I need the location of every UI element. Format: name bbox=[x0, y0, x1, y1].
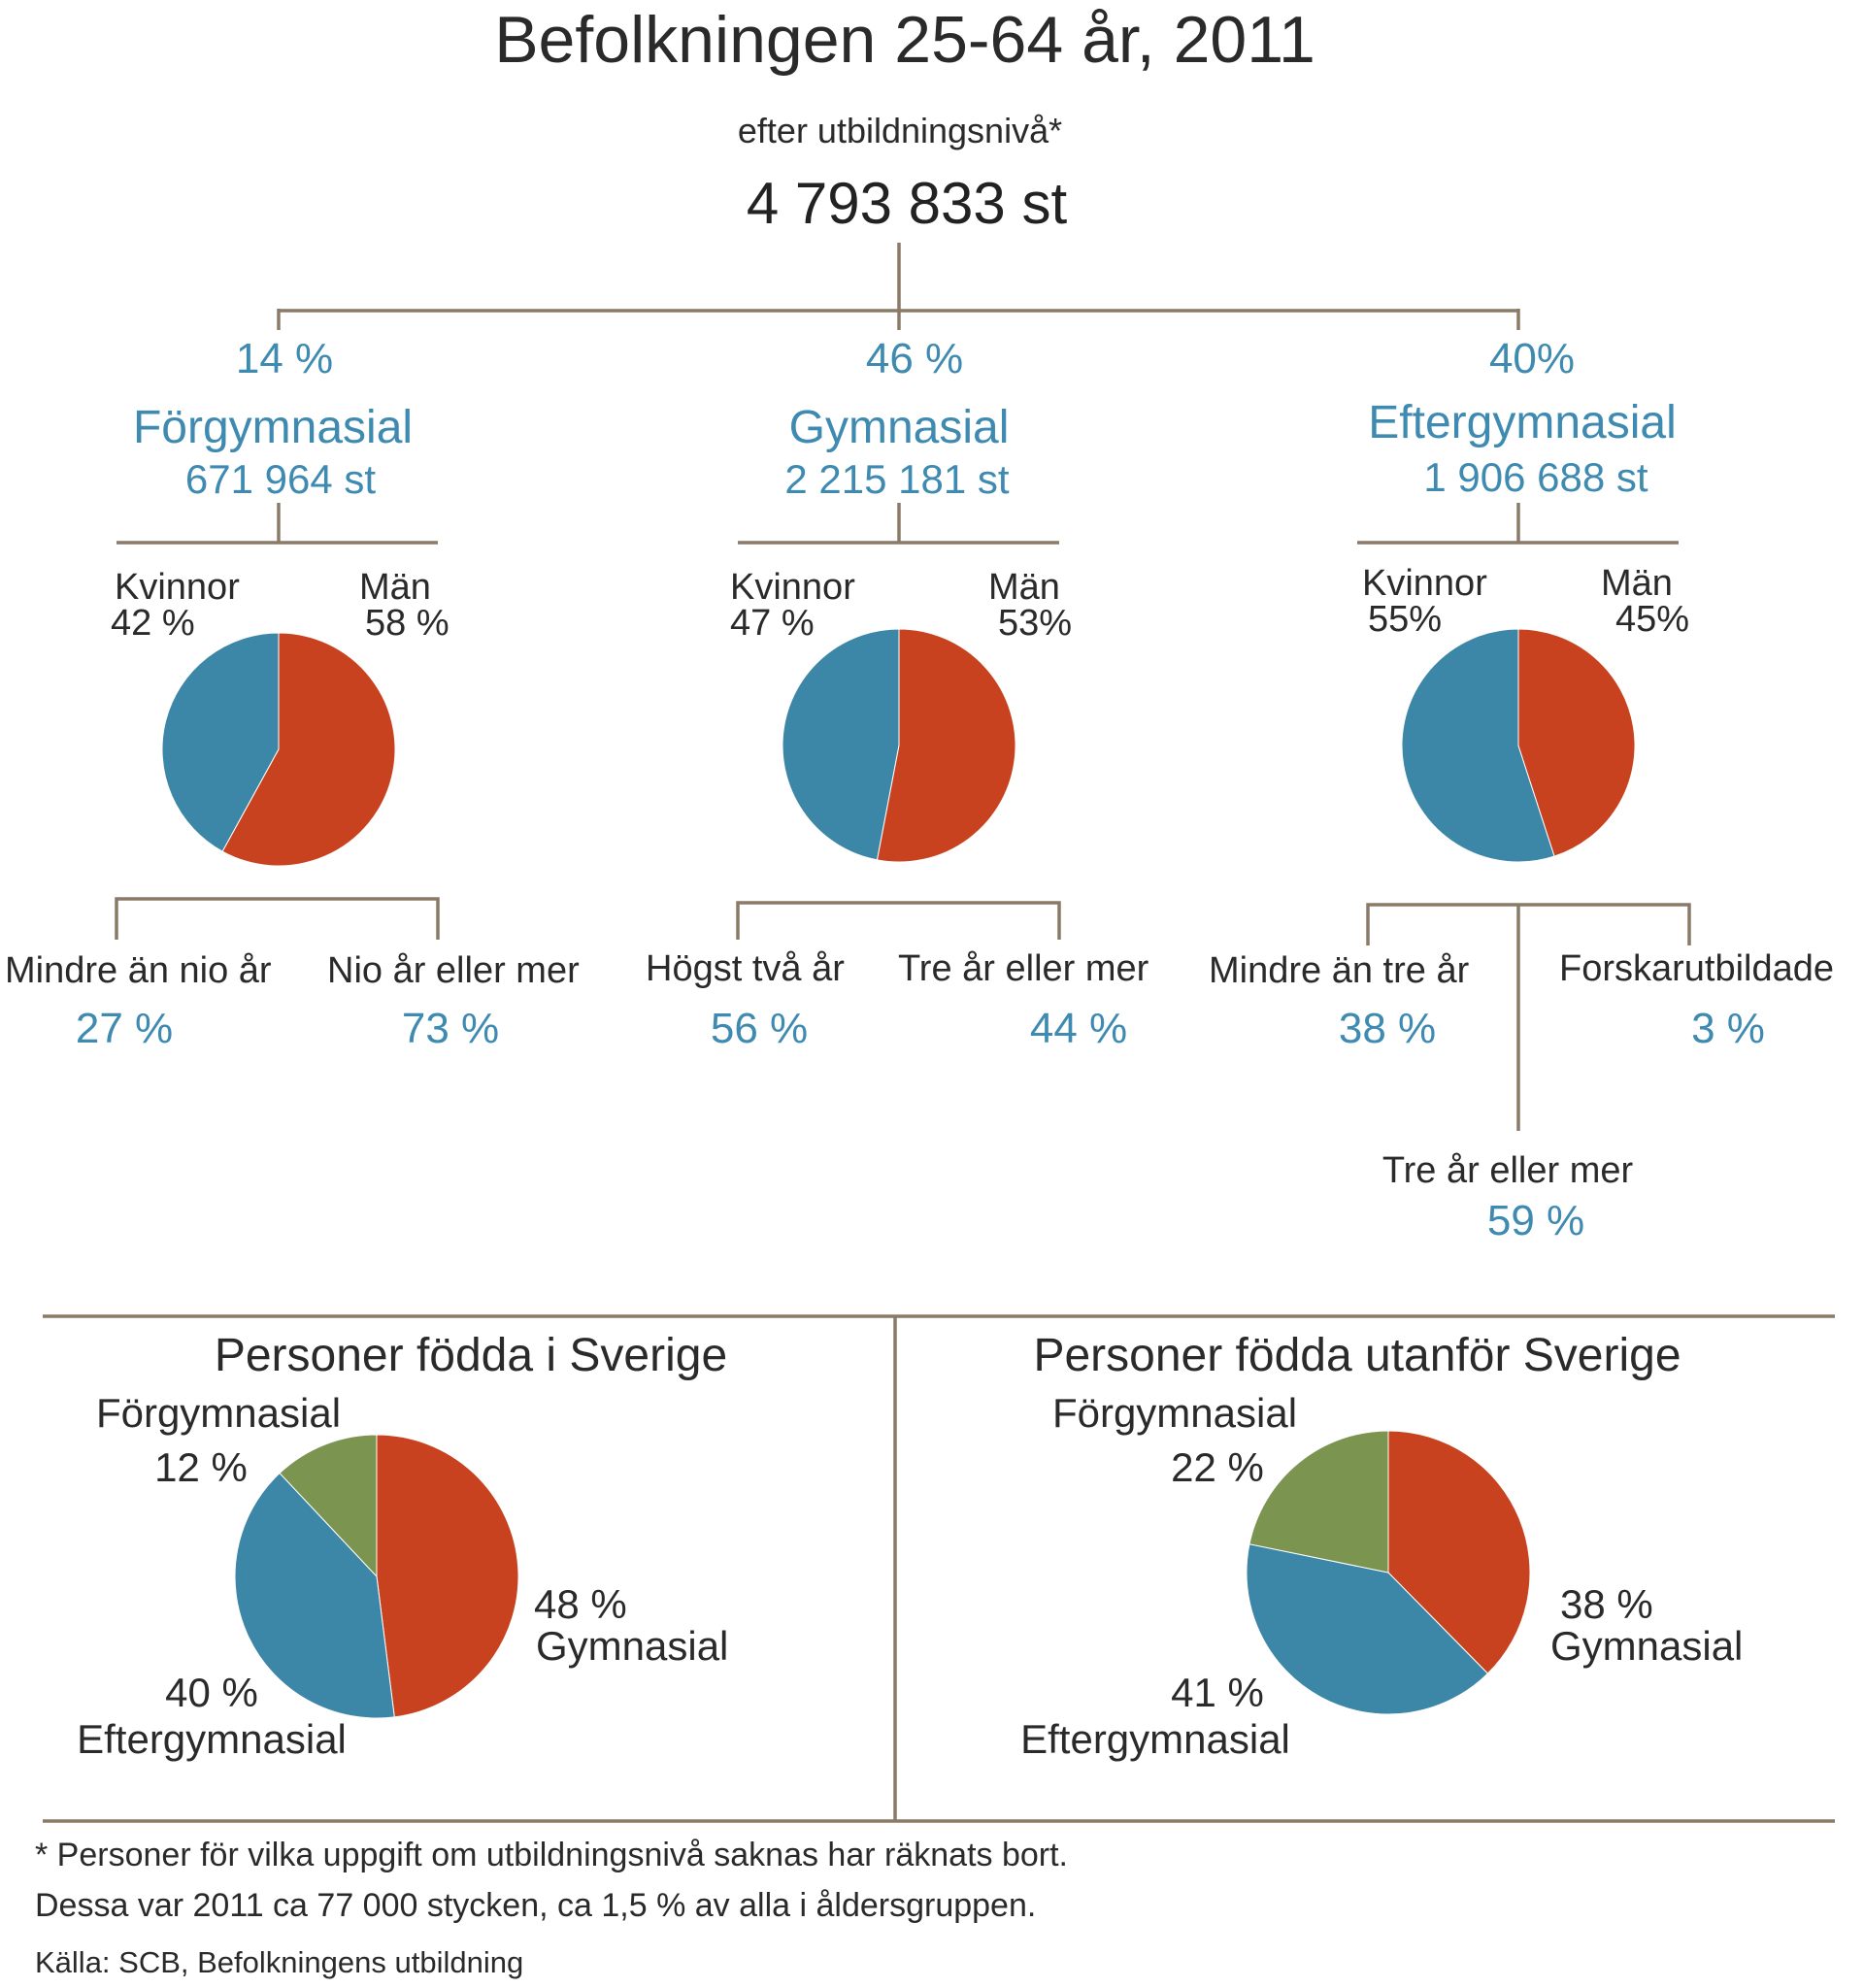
sub-label: Mindre än tre år bbox=[1209, 950, 1470, 991]
men-pct: 45% bbox=[1615, 599, 1689, 640]
pie-born-outside bbox=[1246, 1430, 1531, 1715]
pie-slice-gymnasial bbox=[376, 1434, 519, 1718]
sub-label: Högst två år bbox=[646, 948, 845, 989]
sub-pct: 59 % bbox=[1487, 1197, 1584, 1244]
pie-slice-män bbox=[221, 632, 396, 867]
men-label: Män bbox=[1601, 563, 1673, 604]
sub-pct: 44 % bbox=[1030, 1005, 1127, 1052]
forgymnasial-pct: 22 % bbox=[1171, 1444, 1264, 1490]
sub-pct: 56 % bbox=[711, 1005, 808, 1052]
pie-gender-forgymnasial bbox=[161, 632, 396, 867]
eftergymnasial-pct: 41 % bbox=[1171, 1670, 1264, 1715]
pie-slice-män bbox=[876, 628, 1016, 863]
pie-slice-kvinnor bbox=[1401, 628, 1555, 863]
pie-slice-gymnasial bbox=[1387, 1430, 1531, 1674]
level-pct-gymnasial: 46 % bbox=[866, 335, 963, 382]
pie-gender-gymnasial bbox=[782, 628, 1016, 863]
women-pct: 55% bbox=[1368, 599, 1442, 640]
panel-title-sweden: Personer födda i Sverige bbox=[215, 1330, 727, 1381]
sub-pct: 38 % bbox=[1339, 1005, 1436, 1052]
sub-label: Forskarutbildade bbox=[1559, 948, 1834, 989]
level-name-eftergymnasial: Eftergymnasial bbox=[1368, 397, 1676, 448]
pie-gender-eftergymnasial bbox=[1401, 628, 1636, 863]
pie-slice-kvinnor bbox=[782, 628, 900, 861]
subtitle: efter utbildningsnivå* bbox=[738, 111, 1062, 150]
forgymnasial-pct: 12 % bbox=[154, 1444, 248, 1490]
mid-sub-bracket bbox=[736, 901, 1061, 940]
women-pct: 42 % bbox=[111, 603, 195, 644]
pie-slice-kvinnor bbox=[161, 632, 280, 852]
level-count-gymnasial: 2 215 181 st bbox=[784, 456, 1010, 502]
pie-slice-män bbox=[1517, 628, 1636, 857]
sub-label: Nio år eller mer bbox=[327, 950, 580, 991]
level-pct-eftergymnasial: 40% bbox=[1489, 335, 1575, 382]
panel-title-outside: Personer födda utanför Sverige bbox=[1033, 1330, 1681, 1381]
gymnasial-label: Gymnasial bbox=[1550, 1623, 1743, 1669]
sub-label: Mindre än nio år bbox=[5, 950, 272, 991]
footnote-line-1: * Personer för vilka uppgift om utbildni… bbox=[35, 1837, 1068, 1873]
pie-slice-eftergymnasial bbox=[234, 1472, 395, 1719]
eftergymnasial-label: Eftergymnasial bbox=[77, 1716, 347, 1762]
level-count-forgymnasial: 671 964 st bbox=[185, 456, 376, 502]
men-pct: 53% bbox=[998, 603, 1072, 644]
source-note: Källa: SCB, Befolkningens utbildning bbox=[35, 1945, 523, 1979]
sub-label: Tre år eller mer bbox=[1382, 1150, 1634, 1191]
forgymnasial-label: Förgymnasial bbox=[1052, 1390, 1297, 1436]
sub-pct: 3 % bbox=[1691, 1005, 1765, 1052]
forgymnasial-label: Förgymnasial bbox=[96, 1390, 341, 1436]
left-sub-bracket bbox=[115, 897, 440, 940]
eftergymnasial-pct: 40 % bbox=[165, 1670, 258, 1715]
level-count-eftergymnasial: 1 906 688 st bbox=[1423, 454, 1648, 500]
men-label: Män bbox=[359, 567, 431, 608]
pie-slice-förgymnasial bbox=[279, 1434, 378, 1578]
men-label: Män bbox=[988, 567, 1060, 608]
bottom-panel-frame bbox=[43, 1314, 1835, 1823]
sub-label: Tre år eller mer bbox=[898, 948, 1149, 989]
gymnasial-pct: 38 % bbox=[1560, 1581, 1653, 1627]
footnote-line-2: Dessa var 2011 ca 77 000 stycken, ca 1,5… bbox=[35, 1887, 1036, 1924]
pie-slice-eftergymnasial bbox=[1246, 1543, 1489, 1715]
women-pct: 47 % bbox=[730, 603, 815, 644]
women-label: Kvinnor bbox=[115, 567, 240, 608]
level-pct-forgymnasial: 14 % bbox=[236, 335, 333, 382]
women-label: Kvinnor bbox=[1362, 563, 1487, 604]
gymnasial-pct: 48 % bbox=[534, 1581, 627, 1627]
level-name-forgymnasial: Förgymnasial bbox=[133, 402, 413, 453]
pie-slice-förgymnasial bbox=[1248, 1430, 1389, 1574]
women-label: Kvinnor bbox=[730, 567, 855, 608]
tree-lines bbox=[115, 243, 1691, 1131]
eftergymnasial-label: Eftergymnasial bbox=[1020, 1716, 1290, 1762]
right-sub-bracket bbox=[1366, 903, 1691, 945]
gymnasial-label: Gymnasial bbox=[536, 1623, 728, 1669]
total-count: 4 793 833 st bbox=[747, 171, 1068, 236]
sub-pct: 73 % bbox=[402, 1005, 499, 1052]
men-pct: 58 % bbox=[365, 603, 449, 644]
main-title: Befolkningen 25-64 år, 2011 bbox=[494, 3, 1315, 77]
level-name-gymnasial: Gymnasial bbox=[789, 402, 1010, 453]
pie-born-sweden bbox=[234, 1434, 519, 1719]
sub-pct: 27 % bbox=[76, 1005, 173, 1052]
